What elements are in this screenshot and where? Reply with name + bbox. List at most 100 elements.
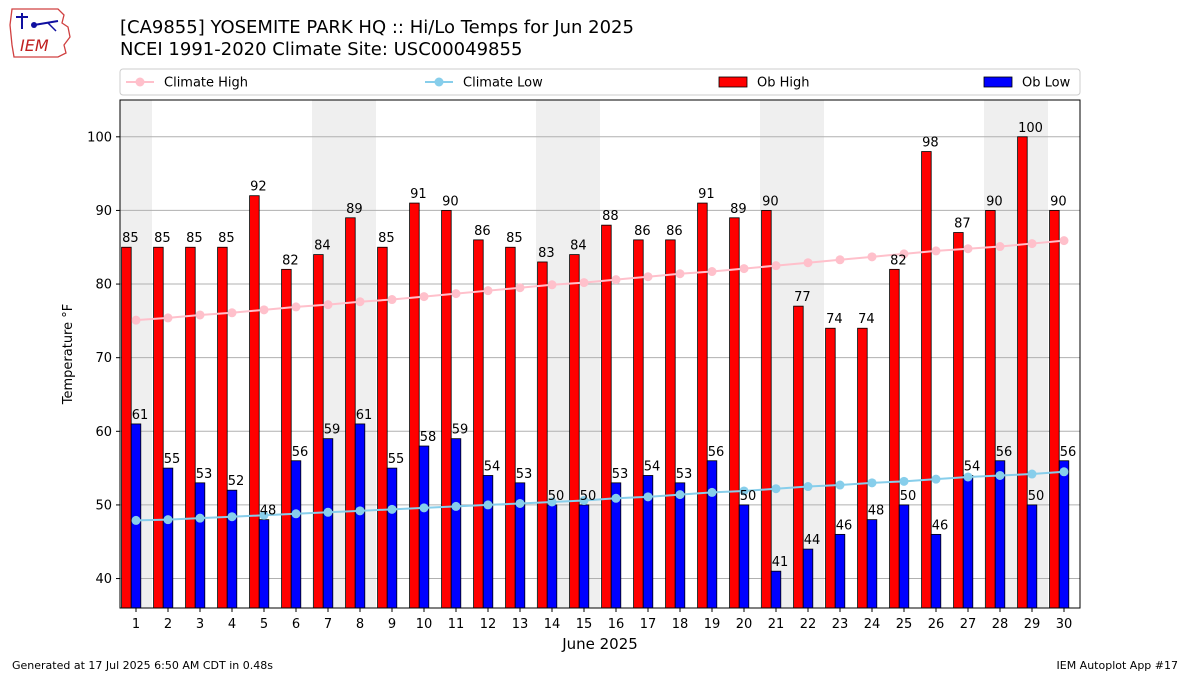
ob-low-bar	[802, 548, 814, 609]
climate-low-point	[931, 474, 941, 484]
ob-high-bar	[793, 305, 804, 609]
x-tick-label: 11	[448, 617, 465, 632]
x-tick-label: 7	[324, 617, 332, 632]
ob-high-label: 85	[378, 231, 395, 246]
ob-low-bar	[194, 482, 206, 609]
climate-low-point	[291, 509, 301, 519]
ob-high-bar	[953, 232, 964, 609]
ob-low-bar	[578, 504, 590, 609]
ob-low-bar	[866, 519, 878, 609]
ob-high-label: 83	[538, 246, 555, 261]
ob-high-label: 85	[122, 231, 139, 246]
x-axis: 1 2 3 4 5 6 7 8 9 10 11 12 13 14 15 16 17 18 19 20 21 22 23 24 2…	[132, 608, 1072, 632]
climate-high-legend-label: Climate High	[164, 76, 248, 91]
legend: Climate High Climate Low Ob High Ob Low	[119, 68, 1081, 96]
ob-low-label: 46	[932, 518, 949, 533]
ob-high-label: 90	[442, 194, 459, 209]
ob-low-label: 52	[228, 474, 245, 489]
climate-high-point	[515, 283, 525, 293]
ob-high-label: 87	[954, 217, 971, 232]
ob-low-bar	[770, 570, 782, 609]
legend-frame	[119, 68, 1081, 96]
x-tick-label: 21	[768, 617, 785, 632]
generated-note: Generated at 17 Jul 2025 6:50 AM CDT in …	[12, 659, 273, 672]
x-axis-label: June 2025	[561, 635, 638, 653]
climate-high-point	[803, 258, 813, 268]
ob-high-label: 90	[762, 194, 779, 209]
climate-low-point	[867, 478, 877, 488]
grid-lines	[120, 136, 1080, 580]
ob-high-label: 82	[890, 253, 907, 268]
ob-low-bar	[546, 504, 558, 609]
ob-low-bar	[226, 489, 238, 609]
climate-low-point	[163, 515, 173, 525]
ob-high-bar	[729, 217, 740, 609]
ob-high-bar	[665, 239, 676, 609]
ob-low-label: 55	[164, 452, 181, 467]
ob-low-label: 44	[804, 533, 821, 548]
x-tick-label: 22	[800, 617, 817, 632]
climate-high-point	[931, 246, 941, 256]
title-line-1: [CA9855] YOSEMITE PARK HQ :: Hi/Lo Temps…	[120, 17, 634, 38]
ob-high-bar	[1017, 136, 1028, 609]
climate-high-point	[419, 292, 429, 302]
climate-low-point	[611, 493, 621, 503]
ob-high-label: 91	[698, 187, 715, 202]
ob-high-bar	[281, 268, 292, 609]
climate-low-point	[899, 476, 909, 486]
climate-high-point	[259, 305, 269, 315]
climate-high-point	[835, 255, 845, 265]
climate-low-point	[387, 504, 397, 514]
climate-low-point	[707, 487, 717, 497]
ob-low-bar	[354, 423, 366, 609]
climate-low-point	[483, 500, 493, 510]
climate-high-point	[899, 249, 909, 259]
climate-high-point	[1059, 236, 1069, 246]
x-tick-label: 4	[228, 617, 236, 632]
ob-high-label: 86	[634, 224, 651, 239]
ob-high-bar	[761, 210, 772, 609]
y-tick-label: 50	[95, 498, 112, 513]
ob-high-label: 84	[570, 239, 587, 254]
climate-high-legend-marker	[135, 77, 145, 87]
climate-high-point	[643, 272, 653, 282]
ob-low-bar	[1026, 504, 1038, 609]
ob-high-bar	[825, 327, 836, 609]
ob-high-label: 85	[154, 231, 171, 246]
climate-high-point	[963, 244, 973, 254]
ob-high-label: 91	[410, 187, 427, 202]
ob-low-bar	[386, 467, 398, 609]
ob-low-label: 46	[836, 518, 853, 533]
ob-high-bar	[473, 239, 484, 609]
climate-high-point	[291, 302, 301, 312]
ob-low-bar	[994, 460, 1006, 609]
x-tick-label: 30	[1056, 617, 1073, 632]
app-note: IEM Autoplot App #17	[1056, 659, 1179, 672]
climate-high-point	[771, 261, 781, 271]
x-tick-label: 8	[356, 617, 364, 632]
ob-low-label: 50	[1028, 489, 1045, 504]
x-tick-label: 5	[260, 617, 268, 632]
ob-high-label: 100	[1018, 121, 1043, 136]
ob-low-bar	[162, 467, 174, 609]
ob-low-label: 50	[548, 489, 565, 504]
climate-high-point	[323, 300, 333, 310]
x-tick-label: 16	[608, 617, 625, 632]
ob-low-label: 61	[132, 408, 149, 423]
climate-high-point	[163, 313, 173, 323]
climate-low-point	[995, 470, 1005, 480]
ob-low-label: 53	[612, 467, 629, 482]
x-tick-label: 28	[992, 617, 1009, 632]
ob-low-label: 48	[868, 504, 885, 519]
climate-low-point	[1059, 467, 1069, 477]
x-tick-label: 26	[928, 617, 945, 632]
ob-low-bar	[418, 445, 430, 609]
x-tick-label: 9	[388, 617, 396, 632]
ob-low-bar	[930, 533, 942, 609]
ob-low-label: 56	[1060, 445, 1077, 460]
climate-low-line	[135, 470, 1065, 522]
ob-high-bar	[857, 327, 868, 609]
ob-low-legend-swatch	[983, 76, 1013, 88]
ob-low-label: 53	[196, 467, 213, 482]
climate-high-point	[195, 310, 205, 320]
